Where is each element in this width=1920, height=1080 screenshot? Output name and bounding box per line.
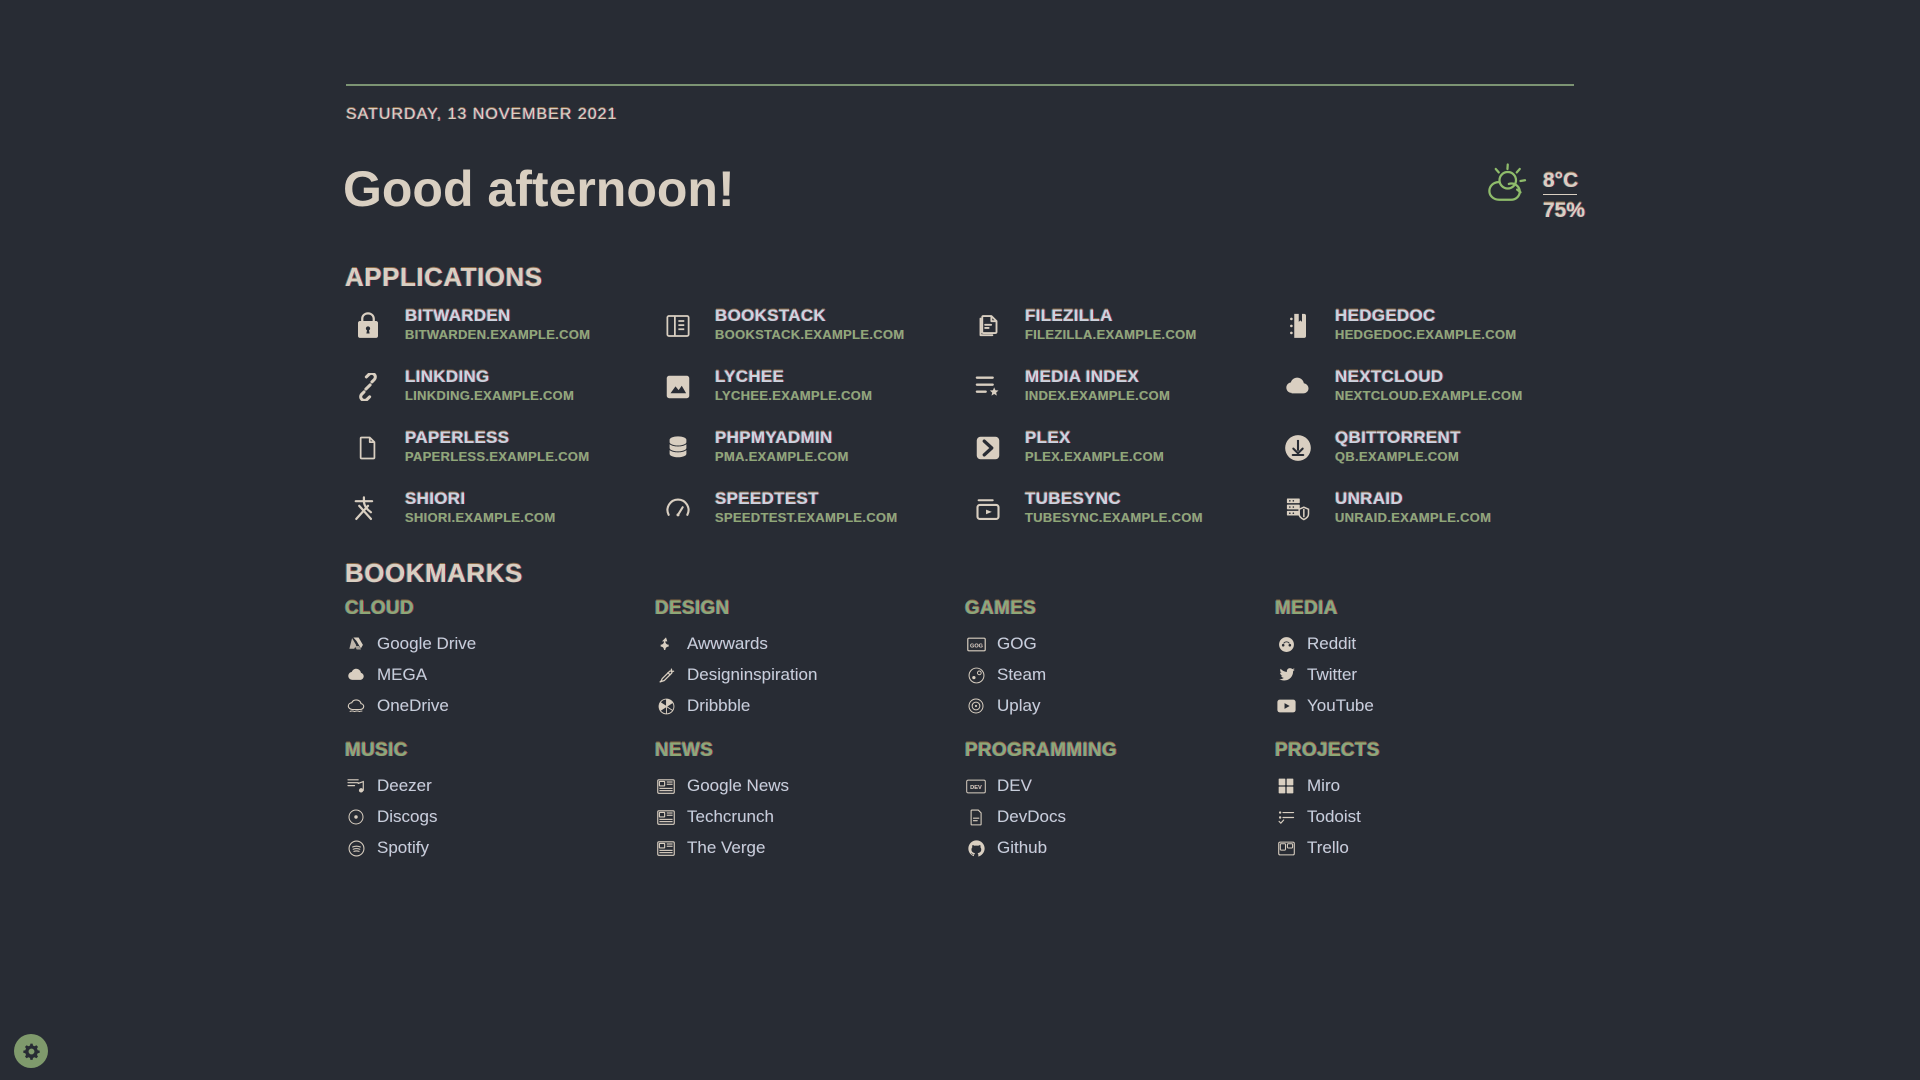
svg-text:DEV: DEV <box>970 785 982 791</box>
svg-text:GOG: GOG <box>970 643 983 649</box>
